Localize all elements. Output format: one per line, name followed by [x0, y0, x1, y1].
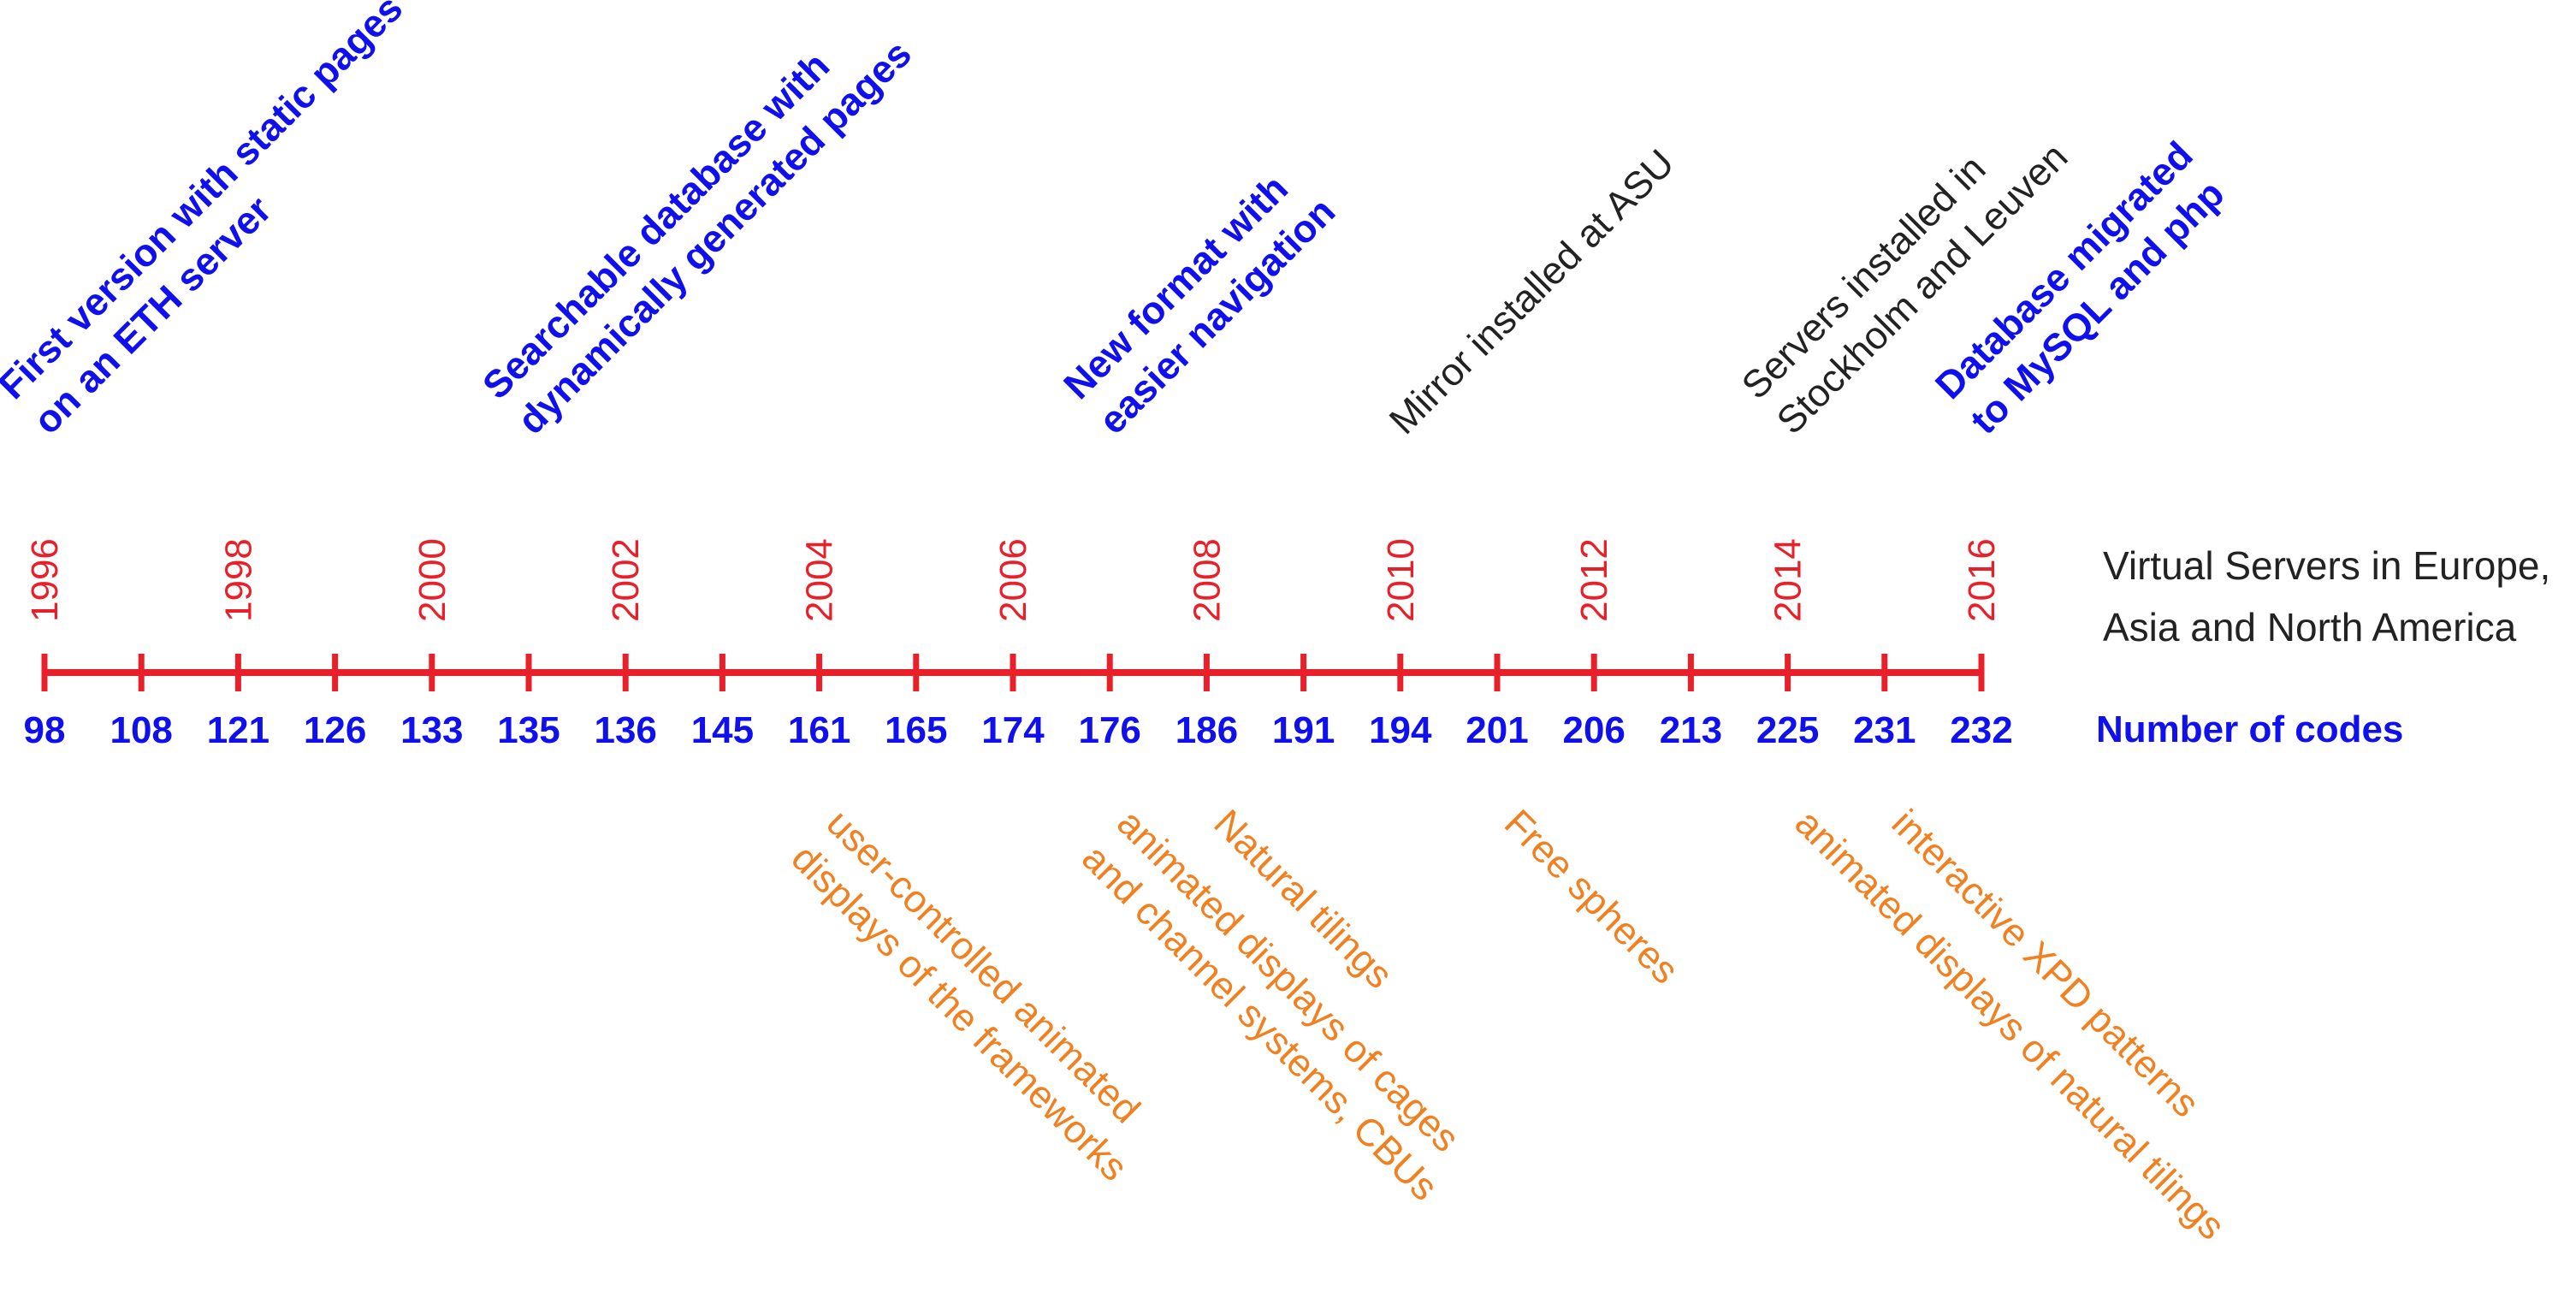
code-count-label: 194 — [1369, 709, 1432, 751]
year-label: 2008 — [1186, 538, 1228, 622]
code-count-label: 186 — [1175, 709, 1238, 751]
milestone-text: dynamically generated pages — [509, 32, 920, 442]
code-count-label: 161 — [788, 709, 850, 751]
code-count-label: 136 — [594, 709, 656, 751]
year-labels: 1996 1998 2000 2002 2004 2006 2008 2010 2012 2014… — [24, 538, 2003, 622]
code-count-label: 145 — [691, 709, 754, 751]
year-label: 1998 — [217, 538, 259, 622]
servers-label-line-2: Asia and North America — [2103, 605, 2517, 649]
feature-text: Free spheres — [1496, 801, 1688, 993]
feature-text: displays of the frameworks — [784, 836, 1137, 1189]
year-label: 2000 — [412, 538, 453, 622]
year-label: 2004 — [799, 538, 841, 622]
milestone-annotation: Mirror installed at ASU — [1381, 140, 1683, 442]
year-label: 2012 — [1573, 538, 1615, 622]
code-count-label: 98 — [24, 709, 66, 751]
year-label: 2006 — [992, 538, 1034, 622]
servers-label-line-1: Virtual Servers in Europe, — [2103, 543, 2551, 588]
servers-label: Virtual Servers in Europe, Asia and Nort… — [2103, 535, 2550, 658]
code-count-label: 201 — [1466, 709, 1528, 751]
feature-text: animated displays of natural tilings — [1787, 801, 2234, 1248]
feature-annotation: animated displays of natural tilings — [1787, 801, 2234, 1248]
code-count-label: 225 — [1756, 709, 1819, 751]
code-count-label: 206 — [1562, 709, 1625, 751]
number-of-codes-label: Number of codes — [2096, 708, 2404, 750]
tick-marks — [41, 654, 1985, 691]
year-label: 2016 — [1961, 538, 2003, 622]
code-count-label: 231 — [1853, 709, 1916, 751]
feature-annotation: Free spheres — [1496, 801, 1688, 993]
code-count-label: 191 — [1272, 709, 1335, 751]
code-count-label: 121 — [207, 709, 269, 751]
milestone-text: Searchable database with — [474, 44, 838, 407]
code-count-label: 174 — [981, 709, 1045, 751]
milestone-text: Mirror installed at ASU — [1381, 140, 1683, 442]
code-count-label: 176 — [1078, 709, 1140, 751]
code-count-labels: 98 108 121 126 133 135 136 145 161 165 174 176 186 19… — [24, 709, 2013, 751]
code-count-label: 126 — [304, 709, 366, 751]
year-label: 2002 — [605, 538, 647, 622]
code-count-label: 232 — [1950, 709, 2012, 751]
milestone-text: First version with static pages — [0, 0, 411, 407]
year-label: 2014 — [1768, 538, 1809, 622]
code-count-label: 108 — [110, 709, 172, 751]
code-count-label: 213 — [1660, 709, 1722, 751]
code-count-label: 135 — [497, 709, 560, 751]
code-count-label: 133 — [400, 709, 463, 751]
year-label: 1996 — [24, 538, 66, 622]
code-count-label: 165 — [885, 709, 947, 751]
year-label: 2010 — [1380, 538, 1422, 622]
